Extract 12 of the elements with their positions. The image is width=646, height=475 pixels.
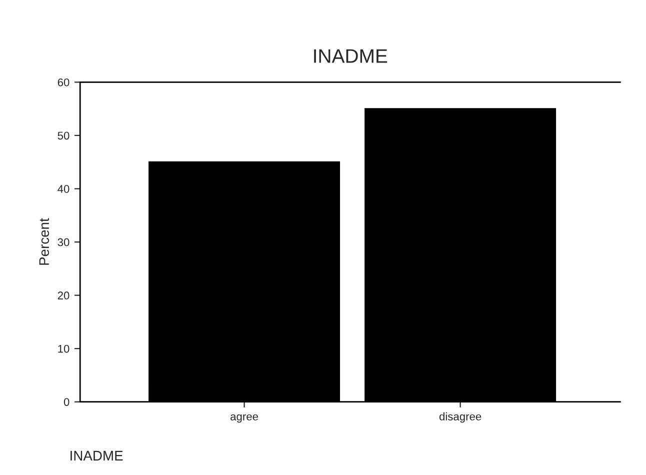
y-tick-label: 20 [58,292,70,300]
y-tick-label: 0 [64,398,70,406]
x-axis-title: INADME [70,450,123,460]
y-tick-label: 40 [58,185,70,193]
y-axis-title: Percent [39,218,50,265]
y-tick-label: 30 [58,238,70,246]
y-tick-label: 10 [58,344,70,353]
chart-title: INADME [314,49,388,63]
x-tick-label: agree [230,414,258,423]
y-tick-label: 50 [58,132,70,140]
x-tick-label: disagree [439,412,482,423]
y-tick-label: 60 [58,78,70,86]
